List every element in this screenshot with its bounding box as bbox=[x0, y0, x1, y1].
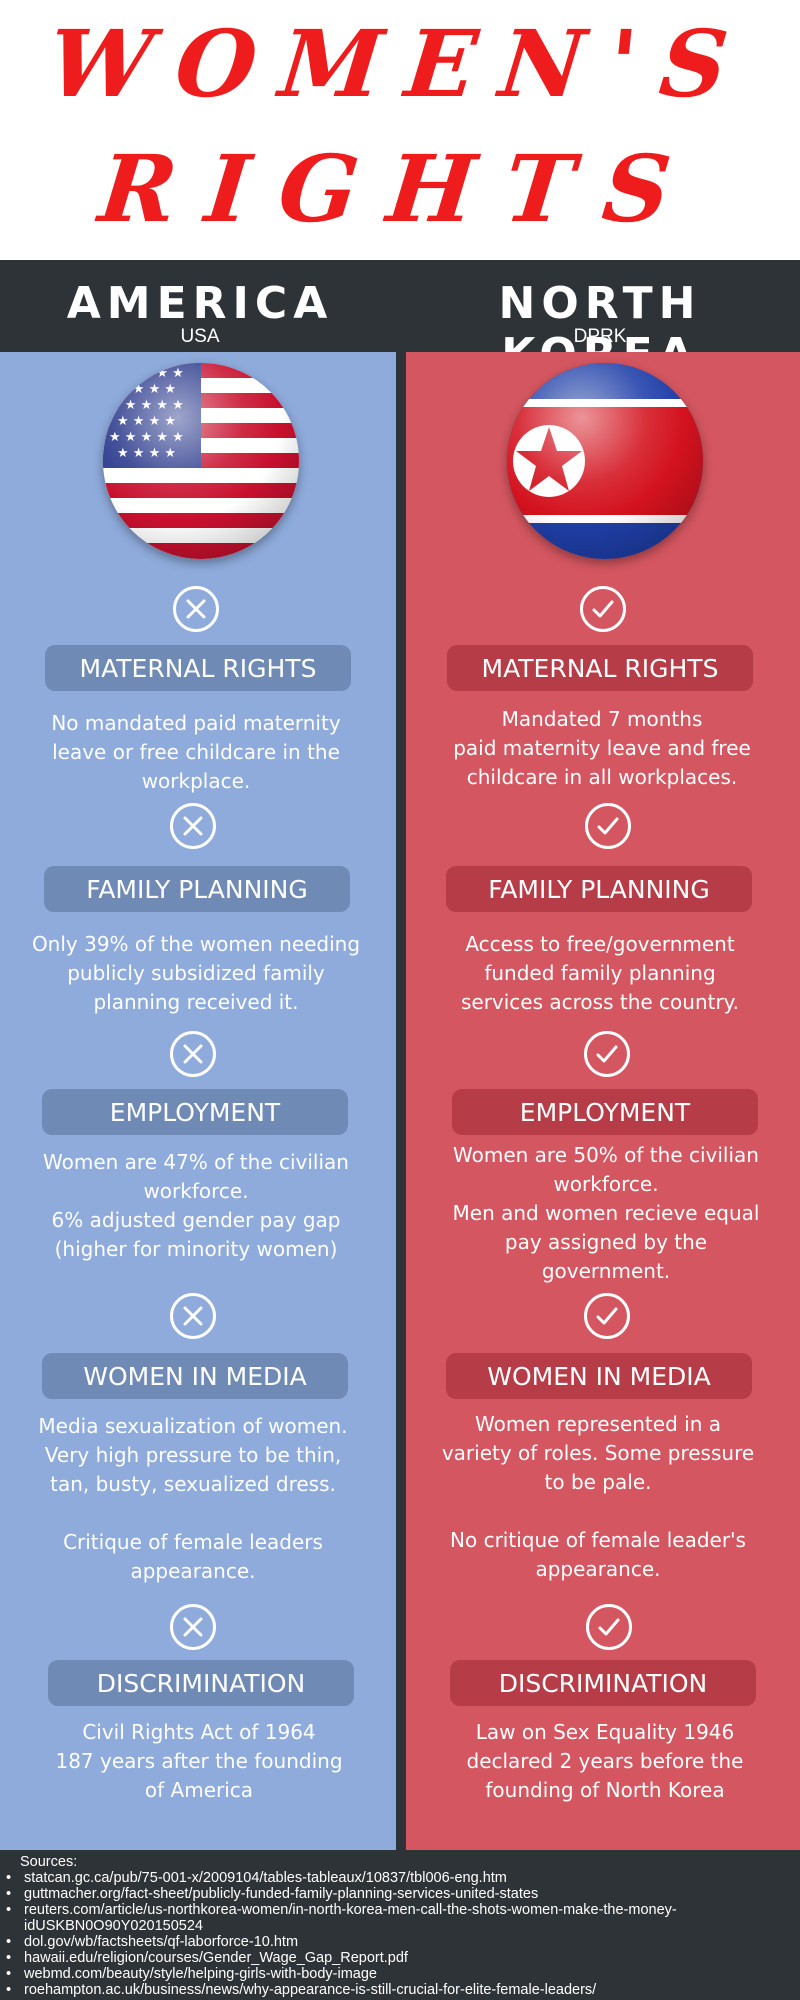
north-korea-family-planning-heading: FAMILY PLANNING bbox=[446, 866, 752, 912]
sources-section: Sources: statcan.gc.ca/pub/75-001-x/2009… bbox=[0, 1850, 800, 2000]
source-link[interactable]: reuters.com/article/us-northkorea-women/… bbox=[6, 1902, 800, 1934]
source-link[interactable]: hawaii.edu/religion/courses/Gender_Wage_… bbox=[6, 1950, 800, 1966]
america-family-planning-text: Only 39% of the women needing publicly su… bbox=[31, 932, 361, 1014]
america-maternal-rights-text: No mandated paid maternity leave or free … bbox=[51, 711, 341, 793]
check-circle-icon bbox=[580, 586, 626, 632]
check-circle-icon bbox=[584, 1293, 630, 1339]
source-link[interactable]: webmd.com/beauty/style/helping-girls-wit… bbox=[6, 1966, 800, 1982]
north-korea-family-planning-text: Access to free/government funded family p… bbox=[460, 932, 740, 1014]
north-korea-discrimination-text: Law on Sex Equality 1946 declared 2 years… bbox=[466, 1720, 744, 1802]
us-flag-icon: ★ ★ ★ ★ ★ ★ ★ ★ ★ ★ ★ ★ ★ ★ ★ ★ ★ ★ ★ ★ … bbox=[103, 363, 299, 559]
america-employment-heading: EMPLOYMENT bbox=[42, 1089, 348, 1135]
x-circle-icon bbox=[170, 1604, 216, 1650]
title-line-1: WOMEN'S bbox=[43, 10, 757, 118]
america-women-in-media-text: Media sexualization of women. Very high p… bbox=[38, 1414, 348, 1583]
north-korea-flag-icon bbox=[507, 363, 703, 559]
check-circle-icon bbox=[584, 1031, 630, 1077]
america-abbreviation: USA bbox=[180, 326, 220, 347]
source-link[interactable]: roehampton.ac.uk/business/news/why-appea… bbox=[6, 1982, 800, 1998]
america-employment-text: Women are 47% of the civilian workforce. 6… bbox=[43, 1150, 349, 1261]
america-discrimination-text: Civil Rights Act of 1964 187 years after … bbox=[55, 1720, 343, 1802]
america-maternal-rights-heading: MATERNAL RIGHTS bbox=[45, 645, 351, 691]
source-link[interactable]: dol.gov/wb/factsheets/qf-laborforce-10.h… bbox=[6, 1934, 800, 1950]
x-circle-icon bbox=[170, 1293, 216, 1339]
sources-list: statcan.gc.ca/pub/75-001-x/2009104/table… bbox=[6, 1870, 800, 1998]
north-korea-women-in-media-heading: WOMEN IN MEDIA bbox=[446, 1353, 752, 1399]
source-link[interactable]: statcan.gc.ca/pub/75-001-x/2009104/table… bbox=[6, 1870, 800, 1886]
north-korea-discrimination-heading: DISCRIMINATION bbox=[450, 1660, 756, 1706]
america-family-planning-heading: FAMILY PLANNING bbox=[44, 866, 350, 912]
source-link[interactable]: guttmacher.org/fact-sheet/publicly-funde… bbox=[6, 1886, 800, 1902]
title-line-2: RIGHTS bbox=[94, 135, 706, 243]
north-korea-maternal-rights-text: Mandated 7 months paid maternity leave an… bbox=[453, 707, 751, 789]
north-korea-abbreviation: DPRK bbox=[573, 326, 627, 347]
north-korea-women-in-media-text: Women represented in a variety of roles. … bbox=[441, 1412, 755, 1581]
sources-title: Sources: bbox=[20, 1854, 78, 1870]
x-circle-icon bbox=[173, 586, 219, 632]
north-korea-employment-heading: EMPLOYMENT bbox=[452, 1089, 758, 1135]
america-women-in-media-heading: WOMEN IN MEDIA bbox=[42, 1353, 348, 1399]
x-circle-icon bbox=[170, 803, 216, 849]
check-circle-icon bbox=[586, 1604, 632, 1650]
country-header-band bbox=[0, 260, 800, 352]
america-discrimination-heading: DISCRIMINATION bbox=[48, 1660, 354, 1706]
x-circle-icon bbox=[170, 1031, 216, 1077]
title-banner: WOMEN'S RIGHTS bbox=[0, 0, 800, 260]
north-korea-maternal-rights-heading: MATERNAL RIGHTS bbox=[447, 645, 753, 691]
america-heading: AMERICA bbox=[66, 278, 334, 329]
north-korea-employment-text: Women are 50% of the civilian workforce. M… bbox=[452, 1143, 760, 1283]
check-circle-icon bbox=[585, 803, 631, 849]
